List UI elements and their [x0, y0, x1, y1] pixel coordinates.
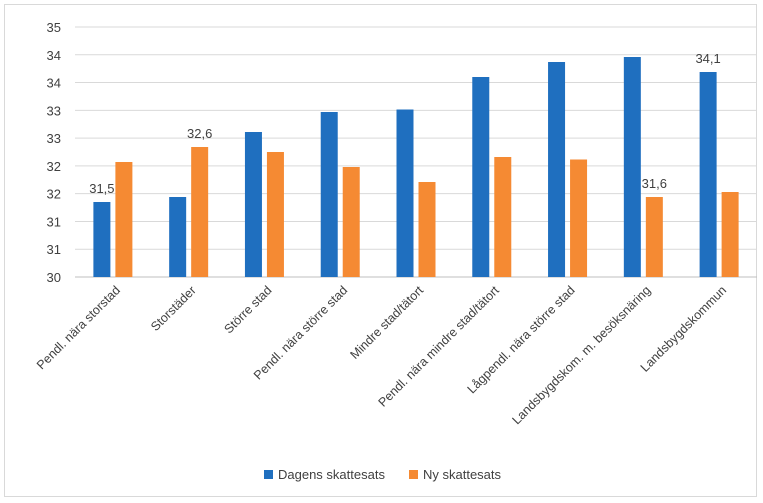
bar-dagens-skattesats	[623, 57, 641, 277]
bar-ny-skattesats	[645, 197, 663, 277]
x-category-label: Större stad	[221, 283, 274, 336]
bar-dagens-skattesats	[169, 197, 187, 277]
data-label: 31,6	[642, 176, 667, 191]
chart-container: 30 31 31 32 32 33 33 34 34 35 31,5 32,6 31,6 34,1 Pe…	[4, 4, 757, 497]
legend-swatch	[264, 470, 273, 479]
x-category-label: Landsbygdskom. m. besöksnäring	[509, 283, 653, 427]
bar-dagens-skattesats	[699, 72, 717, 277]
x-category-label: Pendl. nära mindre stad/tätort	[376, 283, 503, 410]
bar-ny-skattesats	[494, 157, 512, 277]
y-tick-label: 32	[47, 159, 61, 174]
data-label: 32,6	[187, 126, 212, 141]
bar-dagens-skattesats	[244, 132, 262, 277]
bar-chart: 30 31 31 32 32 33 33 34 34 35 31,5 32,6 31,6 34,1 Pe…	[34, 20, 757, 482]
y-tick-label: 33	[47, 103, 61, 118]
y-tick-label: 31	[47, 214, 61, 229]
bar-ny-skattesats	[191, 147, 209, 277]
bar-ny-skattesats	[570, 159, 588, 277]
bar-dagens-skattesats	[472, 77, 490, 277]
x-category-label: Pendl. nära storstad	[34, 283, 123, 372]
bar-dagens-skattesats	[548, 62, 566, 277]
bar-ny-skattesats	[418, 182, 436, 277]
x-category-label: Storstäder	[148, 283, 199, 334]
y-tick-label: 34	[47, 76, 61, 91]
data-label: 34,1	[695, 51, 720, 66]
y-tick-label: 33	[47, 131, 61, 146]
bar-ny-skattesats	[721, 192, 739, 277]
y-tick-label: 32	[47, 187, 61, 202]
y-tick-label: 31	[47, 242, 61, 257]
legend-label: Ny skattesats	[423, 467, 502, 482]
x-category-label: Mindre stad/tätort	[347, 283, 426, 362]
bar-dagens-skattesats	[93, 202, 111, 277]
bar-dagens-skattesats	[396, 109, 414, 277]
y-tick-label: 34	[47, 48, 61, 63]
bar-dagens-skattesats	[320, 112, 338, 277]
bar-ny-skattesats	[115, 162, 133, 277]
legend-label: Dagens skattesats	[278, 467, 385, 482]
y-tick-label: 35	[47, 20, 61, 35]
y-tick-label: 30	[47, 270, 61, 285]
legend-swatch	[409, 470, 418, 479]
data-label: 31,5	[89, 181, 114, 196]
bar-ny-skattesats	[266, 152, 284, 277]
x-category-label: Landsbygdskommun	[638, 283, 729, 374]
bar-ny-skattesats	[342, 167, 360, 277]
